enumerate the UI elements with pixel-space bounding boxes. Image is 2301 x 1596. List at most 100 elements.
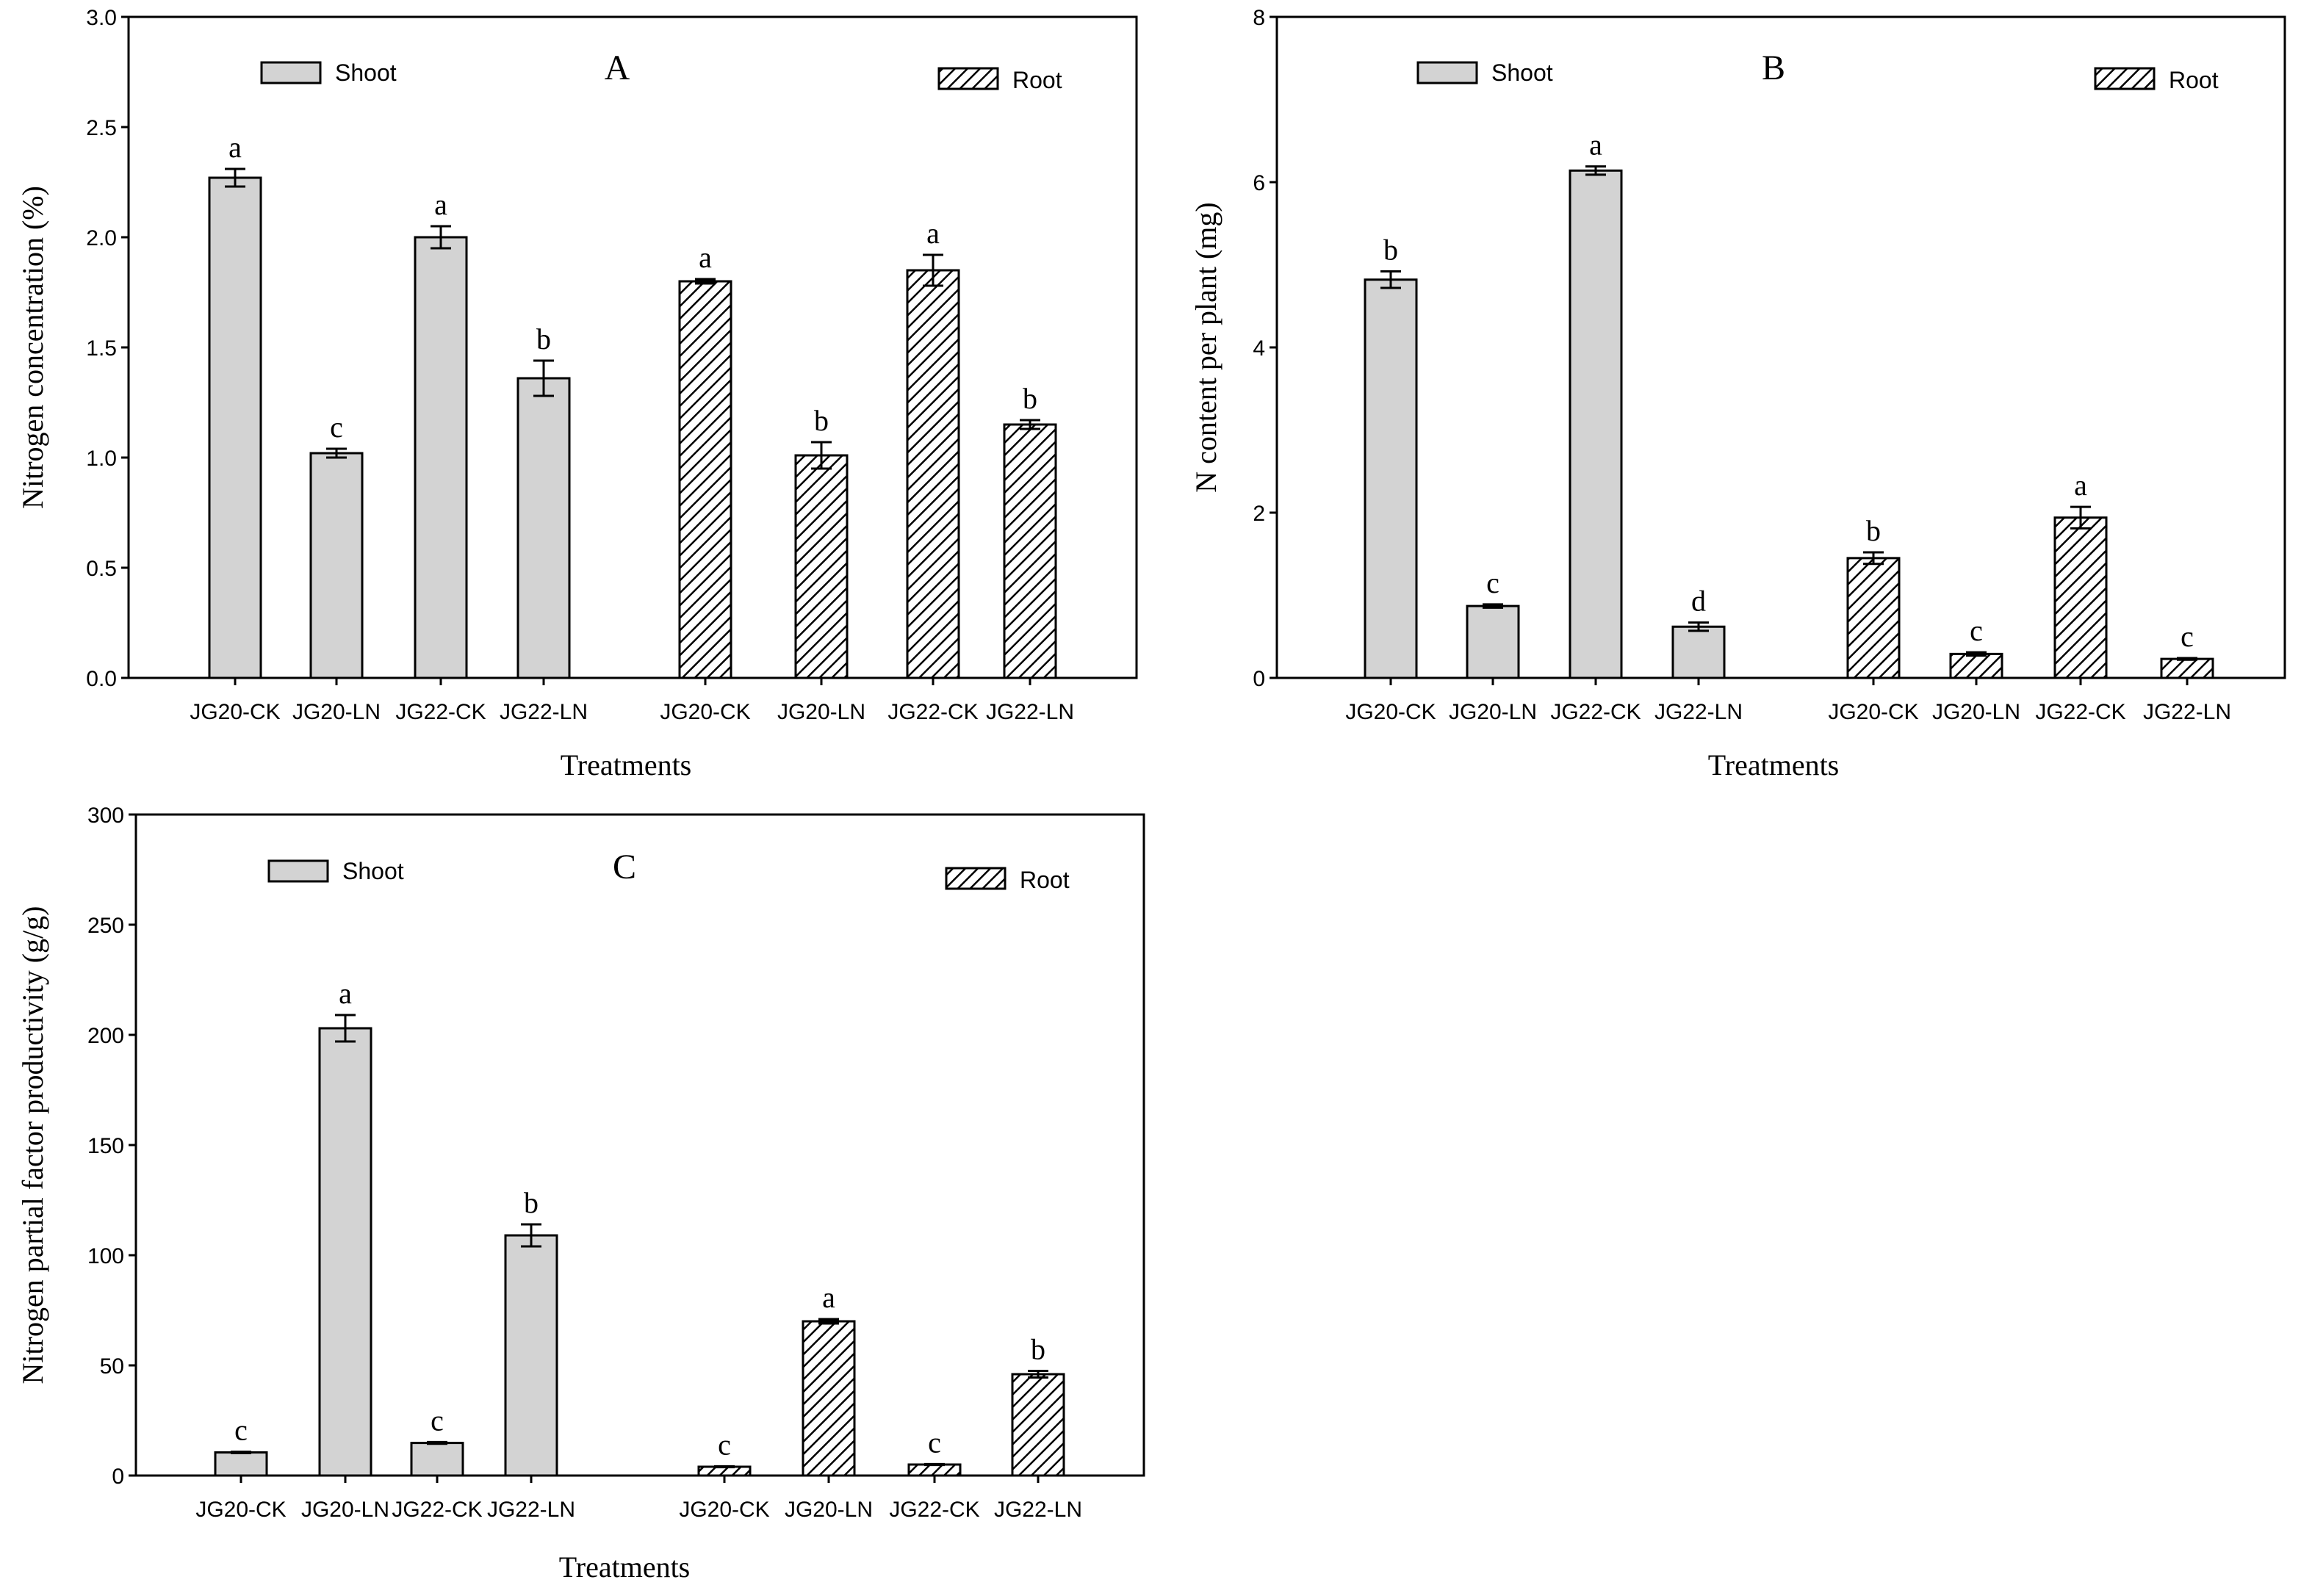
x-tick-label: JG20-LN: [301, 1498, 389, 1522]
x-tick-label: JG20-CK: [1345, 700, 1436, 724]
shoot-bar: [414, 236, 468, 679]
legend-shoot-label: Shoot: [335, 59, 397, 86]
x-tick-label: JG22-LN: [2143, 700, 2231, 724]
x-tick-label: JG20-CK: [660, 700, 750, 724]
y-tick-label: 250: [87, 914, 124, 938]
y-tick-label: 2.0: [86, 226, 117, 250]
x-tick-label: JG22-LN: [986, 700, 1074, 724]
y-tick-label: 150: [87, 1134, 124, 1158]
x-tick-label: JG22-CK: [392, 1498, 482, 1522]
y-tick-label: 200: [87, 1024, 124, 1048]
panel-c-x-ticks: JG20-CK JG20-LN JG22-CK JG22-LN JG20-CK JG20-…: [195, 1476, 1082, 1522]
significance-letter: c: [234, 1414, 248, 1447]
shoot-bar: [309, 452, 364, 679]
root-bar: [1011, 1373, 1065, 1477]
panel-c-frame: [134, 813, 1145, 1477]
y-tick-label: 4: [1253, 336, 1265, 361]
y-tick-label: 0.5: [86, 557, 117, 581]
shoot-bar: [504, 1234, 558, 1477]
legend-root-label: Root: [1012, 67, 1062, 93]
panel-c-y-axis-title: Nitrogen partial factor productivity (g/…: [16, 906, 49, 1384]
shoot-bar: [1671, 625, 1726, 679]
legend-shoot-swatch: [267, 859, 329, 883]
x-tick-label: JG20-CK: [190, 700, 280, 724]
panel-b-bars: b c a d b c a c: [1364, 129, 2214, 679]
shoot-bar: [1364, 278, 1418, 679]
significance-letter: b: [536, 322, 551, 355]
significance-letter: a: [1589, 129, 1602, 162]
x-tick-label: JG22-LN: [487, 1498, 575, 1522]
y-tick-label: 1.0: [86, 447, 117, 471]
x-tick-label: JG22-CK: [889, 1498, 979, 1522]
y-tick-label: 0.0: [86, 667, 117, 691]
legend-root-swatch: [937, 67, 999, 90]
x-tick-label: JG22-LN: [994, 1498, 1082, 1522]
y-tick-label: 8: [1253, 6, 1265, 30]
root-bar: [907, 1463, 962, 1477]
x-tick-label: JG20-LN: [777, 700, 865, 724]
shoot-bar: [1466, 604, 1520, 679]
y-tick-label: 2.5: [86, 116, 117, 140]
panel-c-y-ticks: 0 50 100 150 200 250 300: [87, 804, 136, 1489]
y-tick-label: 3.0: [86, 6, 117, 30]
y-tick-label: 6: [1253, 171, 1265, 195]
panel-a-legend-shoot: Shoot: [260, 59, 397, 86]
significance-letter: a: [434, 188, 447, 221]
legend-shoot-swatch: [260, 61, 322, 84]
root-bar: [1846, 557, 1901, 679]
x-tick-label: JG20-CK: [679, 1498, 769, 1522]
panel-b-y-axis-title: N content per plant (mg): [1189, 202, 1222, 492]
legend-shoot-swatch: [1416, 61, 1478, 84]
root-bar: [1003, 423, 1057, 679]
panel-a-label: A: [605, 48, 630, 87]
legend-root-label: Root: [1020, 867, 1070, 893]
root-bar: [2053, 516, 2108, 679]
x-tick-label: JG20-LN: [292, 700, 381, 724]
panel-b-x-axis-title: Treatments: [1708, 748, 1840, 781]
x-tick-label: JG22-CK: [887, 700, 978, 724]
x-tick-label: JG20-LN: [1449, 700, 1537, 724]
panel-a: A Shoot Root 0.00.51.01.52.02.53.0 acaba…: [16, 6, 1138, 781]
legend-shoot-label: Shoot: [342, 858, 404, 884]
panel-a-x-axis-title: Treatments: [561, 748, 692, 781]
x-tick-label: JG20-CK: [195, 1498, 286, 1522]
panel-c: C Shoot Root 0 50 100 150 200 250 300 c a c b c a c b…: [16, 804, 1145, 1584]
significance-letter: b: [1031, 1333, 1045, 1366]
root-bar: [678, 280, 732, 679]
legend-root-swatch: [2094, 67, 2156, 90]
significance-letter: a: [822, 1281, 835, 1314]
panel-b-legend-shoot: Shoot: [1416, 59, 1553, 86]
significance-letter: b: [814, 404, 829, 437]
panel-a-y-ticks: 0.0 0.5 1.0 1.5 2.0 2.5 3.0: [86, 6, 129, 691]
panel-b-legend-root: Root: [2094, 67, 2219, 93]
legend-root-swatch: [945, 867, 1007, 890]
panel-b-y-ticks: 0 2 4 6 8: [1253, 6, 1277, 691]
y-tick-label: 100: [87, 1244, 124, 1268]
root-bar: [906, 269, 960, 679]
panel-c-bars: c a c b c a c b: [214, 977, 1065, 1477]
shoot-bar: [318, 1027, 372, 1477]
significance-letter: b: [1023, 382, 1037, 415]
shoot-bar: [516, 377, 571, 679]
root-bar: [802, 1320, 856, 1477]
significance-letter: a: [339, 977, 352, 1010]
significance-letter: c: [431, 1404, 444, 1437]
root-bar: [2160, 657, 2214, 679]
significance-letter: b: [524, 1186, 539, 1219]
legend-shoot-label: Shoot: [1491, 59, 1553, 86]
significance-letter: c: [2181, 620, 2194, 653]
root-bar: [1949, 652, 2003, 679]
x-tick-label: JG22-LN: [500, 700, 588, 724]
panel-b-label: B: [1762, 48, 1785, 87]
panel-b-frame: [1275, 15, 2286, 679]
significance-letter: c: [1970, 614, 1983, 647]
x-tick-label: JG20-LN: [1932, 700, 2020, 724]
y-tick-label: 0: [1253, 667, 1265, 691]
panel-c-label: C: [613, 848, 636, 887]
y-tick-label: 50: [100, 1354, 124, 1379]
shoot-bar: [214, 1451, 268, 1477]
shoot-bar: [410, 1442, 464, 1477]
x-tick-label: JG22-LN: [1654, 700, 1743, 724]
panel-c-x-axis-title: Treatments: [559, 1550, 691, 1584]
